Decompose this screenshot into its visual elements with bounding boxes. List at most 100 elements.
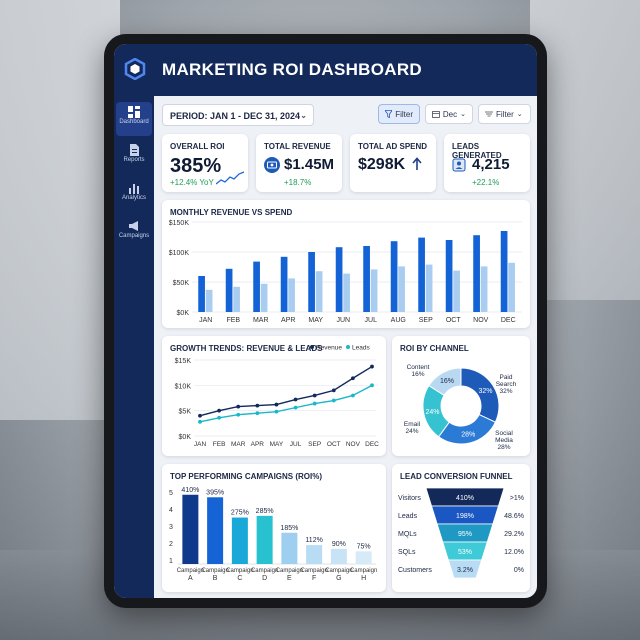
pie-slice	[428, 367, 462, 396]
bar	[315, 271, 323, 312]
sidebar-item-reports[interactable]: Reports	[116, 140, 152, 174]
money-icon	[264, 157, 280, 173]
roi-by-channel-card: ROI BY CHANNEL 32% Paid Search 32% 28% Social…	[392, 336, 530, 456]
filter-dropdown[interactable]: Filter ⌄	[478, 104, 531, 124]
x-tick-label: Campaign	[325, 568, 352, 574]
sidebar: Dashboard Reports Analytics Campaigns	[114, 96, 154, 598]
y-tick-label: $0K	[177, 310, 190, 317]
chart-title: ROI BY CHANNEL	[400, 344, 469, 353]
y-tick-label: $15K	[175, 358, 192, 365]
funnel-value: 198%	[456, 513, 474, 520]
funnel-value: 3.2%	[457, 567, 473, 574]
chart-title: LEAD CONVERSION FUNNEL	[400, 472, 513, 481]
x-tick-label: Campaign	[226, 568, 253, 574]
x-tick-label: JUN	[336, 317, 350, 324]
sparkline-icon	[216, 171, 244, 185]
date-dropdown[interactable]: Dec ⌄	[425, 104, 473, 124]
series-line	[199, 365, 373, 417]
sidebar-item-dashboard[interactable]: Dashboard	[116, 102, 152, 136]
kpi-change: +18.7%	[284, 178, 312, 187]
bar	[508, 262, 515, 312]
x-tick-label: B	[213, 575, 218, 582]
data-label: 90%	[332, 541, 346, 548]
data-point	[350, 393, 355, 398]
logo-icon	[124, 58, 146, 80]
filter2-label: Filter	[496, 109, 514, 119]
legend-label: Leads	[352, 345, 370, 352]
bar	[306, 545, 323, 564]
monthly-revenue-chart: $0K $50K $100K $150K JAN FEB MAR APR MAY JUN JUL AU…	[169, 220, 522, 324]
bar	[198, 276, 205, 312]
data-point	[217, 408, 222, 413]
bar	[260, 283, 268, 312]
x-tick-label: E	[287, 575, 292, 582]
chart-title: MONTHLY REVENUE VS SPEND	[170, 208, 293, 217]
pie-slice	[460, 367, 500, 423]
x-tick-label: MAY	[270, 441, 284, 448]
slice-label: Content	[407, 364, 430, 371]
x-tick-label: SEP	[308, 441, 321, 448]
slice-label: Media	[495, 437, 513, 444]
slice-label: Search	[496, 381, 517, 388]
sidebar-item-analytics[interactable]: Analytics	[116, 178, 152, 212]
data-point	[331, 388, 336, 393]
sidebar-item-label: Reports	[123, 157, 145, 163]
bar	[182, 494, 199, 564]
funnel-rate: 0%	[514, 567, 524, 574]
y-tick-label: 3	[169, 524, 173, 531]
funnel-stage-label: Leads	[398, 513, 418, 520]
kpi-label: TOTAL AD SPEND	[358, 142, 428, 151]
data-point	[293, 405, 298, 410]
growth-trends-chart: $0K $5K $10K $15K JAN FEB MAR APR MAY JUL SEP OCT NO…	[175, 345, 380, 449]
x-tick-label: H	[361, 575, 366, 582]
growth-trends-chart-card: GROWTH TRENDS: REVENUE & LEADS $0K $5K $10…	[162, 336, 386, 456]
bar	[398, 266, 405, 312]
kpi-card-ad-spend: TOTAL AD SPEND $298K	[350, 134, 436, 192]
slice-percent: 28%	[497, 444, 510, 451]
bar	[390, 241, 398, 312]
page-title: MARKETING ROI DASHBOARD	[162, 60, 423, 79]
kpi-value: 385%	[170, 155, 222, 177]
filter-button[interactable]: Filter	[378, 104, 420, 124]
tablet-frame: MARKETING ROI DASHBOARD Dashboard Report…	[104, 34, 547, 608]
bar	[355, 551, 372, 564]
data-label: 285%	[256, 508, 274, 515]
legend-label: Revenue	[316, 345, 342, 352]
chart-title: TOP PERFORMING CAMPAIGNS (ROI%)	[170, 472, 323, 481]
funnel-stage	[447, 559, 483, 579]
monthly-revenue-chart-card: MONTHLY REVENUE VS SPEND $0K $50K $100K $15…	[162, 200, 530, 328]
top-bar: MARKETING ROI DASHBOARD	[114, 44, 537, 96]
slice-percent: 24%	[405, 428, 418, 435]
dashboard-icon	[128, 106, 140, 118]
period-selector[interactable]: PERIOD: JAN 1 - DEC 31, 2024 ⌄	[162, 104, 314, 126]
x-tick-label: FEB	[213, 441, 226, 448]
x-tick-label: C	[237, 575, 242, 582]
bar	[500, 231, 508, 312]
chevron-down-icon: ⌄	[460, 111, 466, 118]
screen: MARKETING ROI DASHBOARD Dashboard Report…	[114, 44, 537, 598]
slice-percent: 32%	[499, 388, 512, 395]
x-tick-label: Campaign	[300, 568, 327, 574]
data-point	[350, 376, 355, 381]
data-point	[217, 415, 222, 420]
x-tick-label: D	[262, 575, 267, 582]
data-label: 75%	[357, 543, 371, 550]
x-tick-label: Campaign	[201, 568, 228, 574]
background-window-right	[530, 0, 640, 300]
filter-icon	[385, 110, 393, 118]
bar	[308, 252, 315, 312]
data-point	[274, 409, 279, 414]
funnel-stage-label: Customers	[398, 567, 432, 574]
x-tick-label: AUG	[391, 317, 406, 324]
sidebar-item-label: Campaigns	[118, 233, 150, 239]
legend-marker	[346, 345, 350, 349]
sidebar-item-campaigns[interactable]: Campaigns	[116, 216, 152, 250]
bar	[207, 497, 224, 564]
x-tick-label: F	[312, 575, 316, 582]
y-tick-label: 1	[169, 558, 173, 565]
y-tick-label: 2	[169, 541, 173, 548]
data-point	[331, 398, 336, 403]
bar	[256, 515, 273, 564]
